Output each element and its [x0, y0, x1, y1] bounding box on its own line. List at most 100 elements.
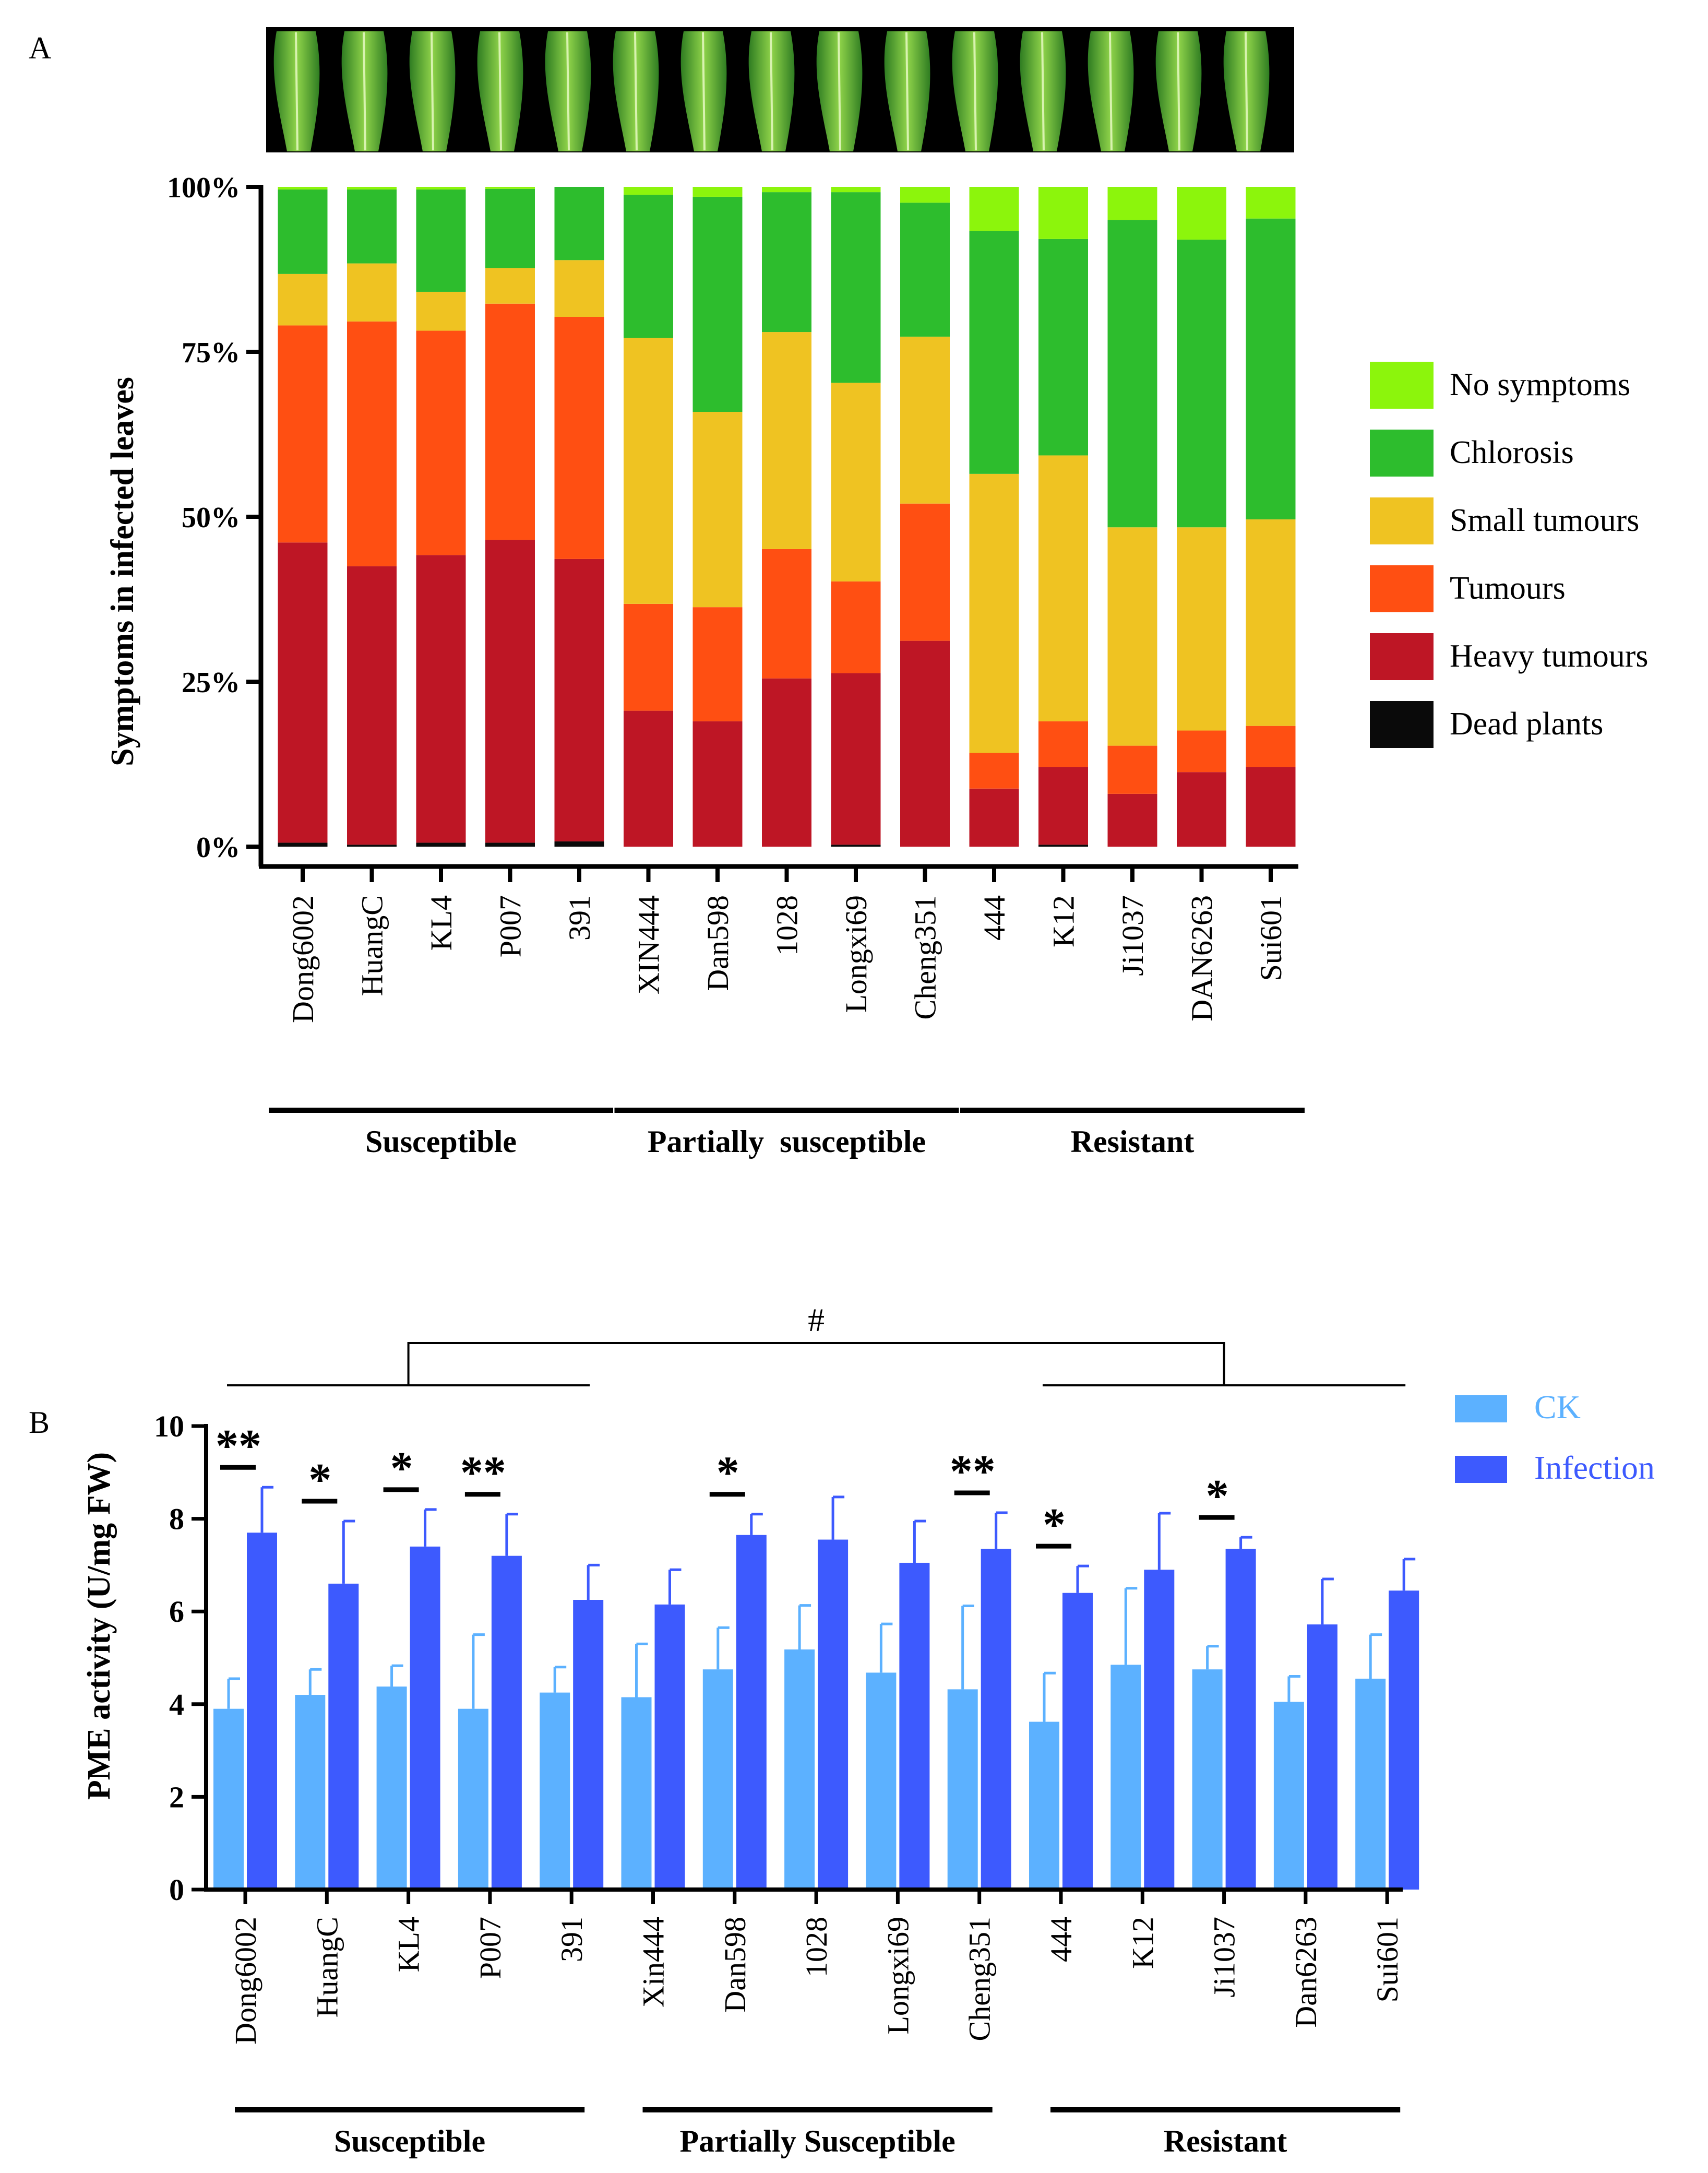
stacked-bar-segment: [485, 540, 535, 843]
category-label: Cheng351: [909, 895, 942, 1019]
stacked-bar-segment: [692, 721, 743, 847]
infection-bar: [736, 1535, 767, 1890]
stacked-bar-segment: [554, 559, 604, 841]
stacked-bar-segment: [416, 291, 466, 331]
category-label: Xin444: [637, 1917, 671, 2008]
legend-swatch: [1455, 1456, 1507, 1483]
stacked-bar-segment: [762, 549, 811, 679]
ck-bar: [1029, 1721, 1059, 1890]
stacked-bar-segment: [347, 845, 397, 847]
leaf-midrib: [295, 32, 298, 151]
stacked-bar-segment: [1107, 793, 1157, 847]
panel-a-legend: No symptoms Chlorosis Small tumours Tumours…: [1370, 362, 1649, 748]
ck-bar: [1192, 1669, 1223, 1890]
y-tick-label: 100%: [167, 172, 240, 204]
leaf-midrib: [1177, 32, 1180, 151]
group-label: Resistant: [1071, 1124, 1195, 1159]
stacked-bar-segment: [347, 321, 397, 566]
y-tick-label: 2: [169, 1780, 184, 1814]
panel-b-legend: CK Infection: [1455, 1388, 1655, 1486]
leaf-midrib: [770, 32, 773, 151]
stacked-bar-segment: [554, 841, 604, 847]
leaf-midrib: [363, 32, 366, 151]
significance-label: **: [216, 1421, 261, 1471]
stacked-bar-segment: [831, 187, 881, 193]
stacked-bar-segment: [969, 473, 1019, 753]
significance-label: *: [390, 1443, 413, 1494]
leaf-midrib: [905, 32, 909, 151]
stacked-bar-segment: [278, 542, 328, 843]
stacked-bar-segment: [1038, 455, 1088, 721]
stacked-bar-segment: [1177, 527, 1226, 731]
stacked-bar-segment: [416, 555, 466, 843]
stacked-bar-segment: [1246, 519, 1296, 726]
stacked-bar-segment: [624, 195, 673, 338]
legend-label: CK: [1534, 1388, 1581, 1426]
leaf-midrib: [431, 32, 434, 151]
ck-bar: [621, 1697, 652, 1890]
infection-bar: [1225, 1549, 1256, 1890]
significance-label: **: [460, 1448, 506, 1499]
stacked-bar-segment: [900, 187, 950, 203]
stacked-bar-segment: [416, 330, 466, 555]
ck-bar: [213, 1708, 244, 1890]
panel-b-ylabel: PME activity (U/mg FW): [81, 1452, 117, 1800]
stacked-bar-segment: [900, 640, 950, 847]
category-label: 1028: [770, 895, 804, 956]
y-tick-label: 6: [169, 1595, 184, 1629]
significance-label: *: [1206, 1471, 1229, 1522]
category-label: P007: [473, 1917, 507, 1979]
panel-a-stacked-bar-chart: 0% 25% 50% 75% 100% Dong6002 HuangC KL4 P007 391…: [105, 27, 1649, 1159]
leaf-photo-strip: [266, 27, 1294, 152]
leaf-midrib: [838, 32, 841, 151]
y-tick-label: 0: [169, 1873, 184, 1907]
panel-b-axes: [192, 1424, 1403, 1904]
stacked-bar-segment: [485, 268, 535, 304]
infection-bar: [247, 1533, 277, 1890]
leaf-midrib: [634, 32, 638, 151]
group-label: Susceptible: [365, 1124, 517, 1159]
stacked-bar-segment: [1107, 527, 1157, 746]
panel-b-ytick-labels: 0 2 4 6 8 10: [154, 1409, 184, 1907]
stacked-bar-segment: [1177, 730, 1226, 773]
stacked-bar-segment: [831, 673, 881, 845]
y-tick-label: 4: [169, 1688, 184, 1721]
stacked-bar-segment: [762, 187, 811, 193]
stacked-bar-segment: [1246, 218, 1296, 520]
infection-bar: [410, 1546, 440, 1890]
category-label: Ji1037: [1116, 895, 1150, 976]
category-label: Sui601: [1370, 1917, 1404, 2002]
leaf-midrib: [1245, 32, 1248, 151]
stacked-bar-segment: [831, 192, 881, 383]
stacked-bar-segment: [692, 196, 743, 412]
ck-bar: [866, 1672, 897, 1890]
legend-label: Infection: [1534, 1449, 1655, 1486]
category-label: 391: [555, 1917, 589, 1962]
stacked-bar-segment: [1246, 726, 1296, 767]
legend-swatch: [1370, 633, 1434, 680]
stacked-bar-segment: [554, 317, 604, 559]
category-label: HuangC: [310, 1917, 344, 2017]
stacked-bar-segment: [1038, 187, 1088, 239]
leaf-midrib: [566, 32, 570, 151]
ck-bar: [1273, 1702, 1304, 1890]
panel-a-category-labels: Dong6002 HuangC KL4 P007 391 XIN444 Dan598 1028…: [286, 895, 1288, 1023]
category-label: Dan6263: [1289, 1917, 1323, 2028]
ck-bar: [784, 1649, 815, 1890]
legend-label: Chlorosis: [1450, 435, 1574, 470]
infection-bar: [1144, 1570, 1175, 1890]
category-label: Sui601: [1254, 895, 1288, 981]
ck-bar: [295, 1695, 326, 1890]
ck-bar: [702, 1669, 733, 1890]
stacked-bar-segment: [1107, 220, 1157, 528]
stacked-bar-segment: [347, 263, 397, 322]
stacked-bar-segment: [485, 303, 535, 540]
category-label: KL4: [424, 895, 458, 951]
legend-label: Dead plants: [1450, 706, 1603, 742]
infection-bar: [1062, 1593, 1093, 1890]
stacked-bar-segment: [416, 189, 466, 292]
leaf-midrib: [1041, 32, 1045, 151]
stacked-bar-segment: [692, 412, 743, 608]
stacked-bar-segment: [762, 192, 811, 333]
